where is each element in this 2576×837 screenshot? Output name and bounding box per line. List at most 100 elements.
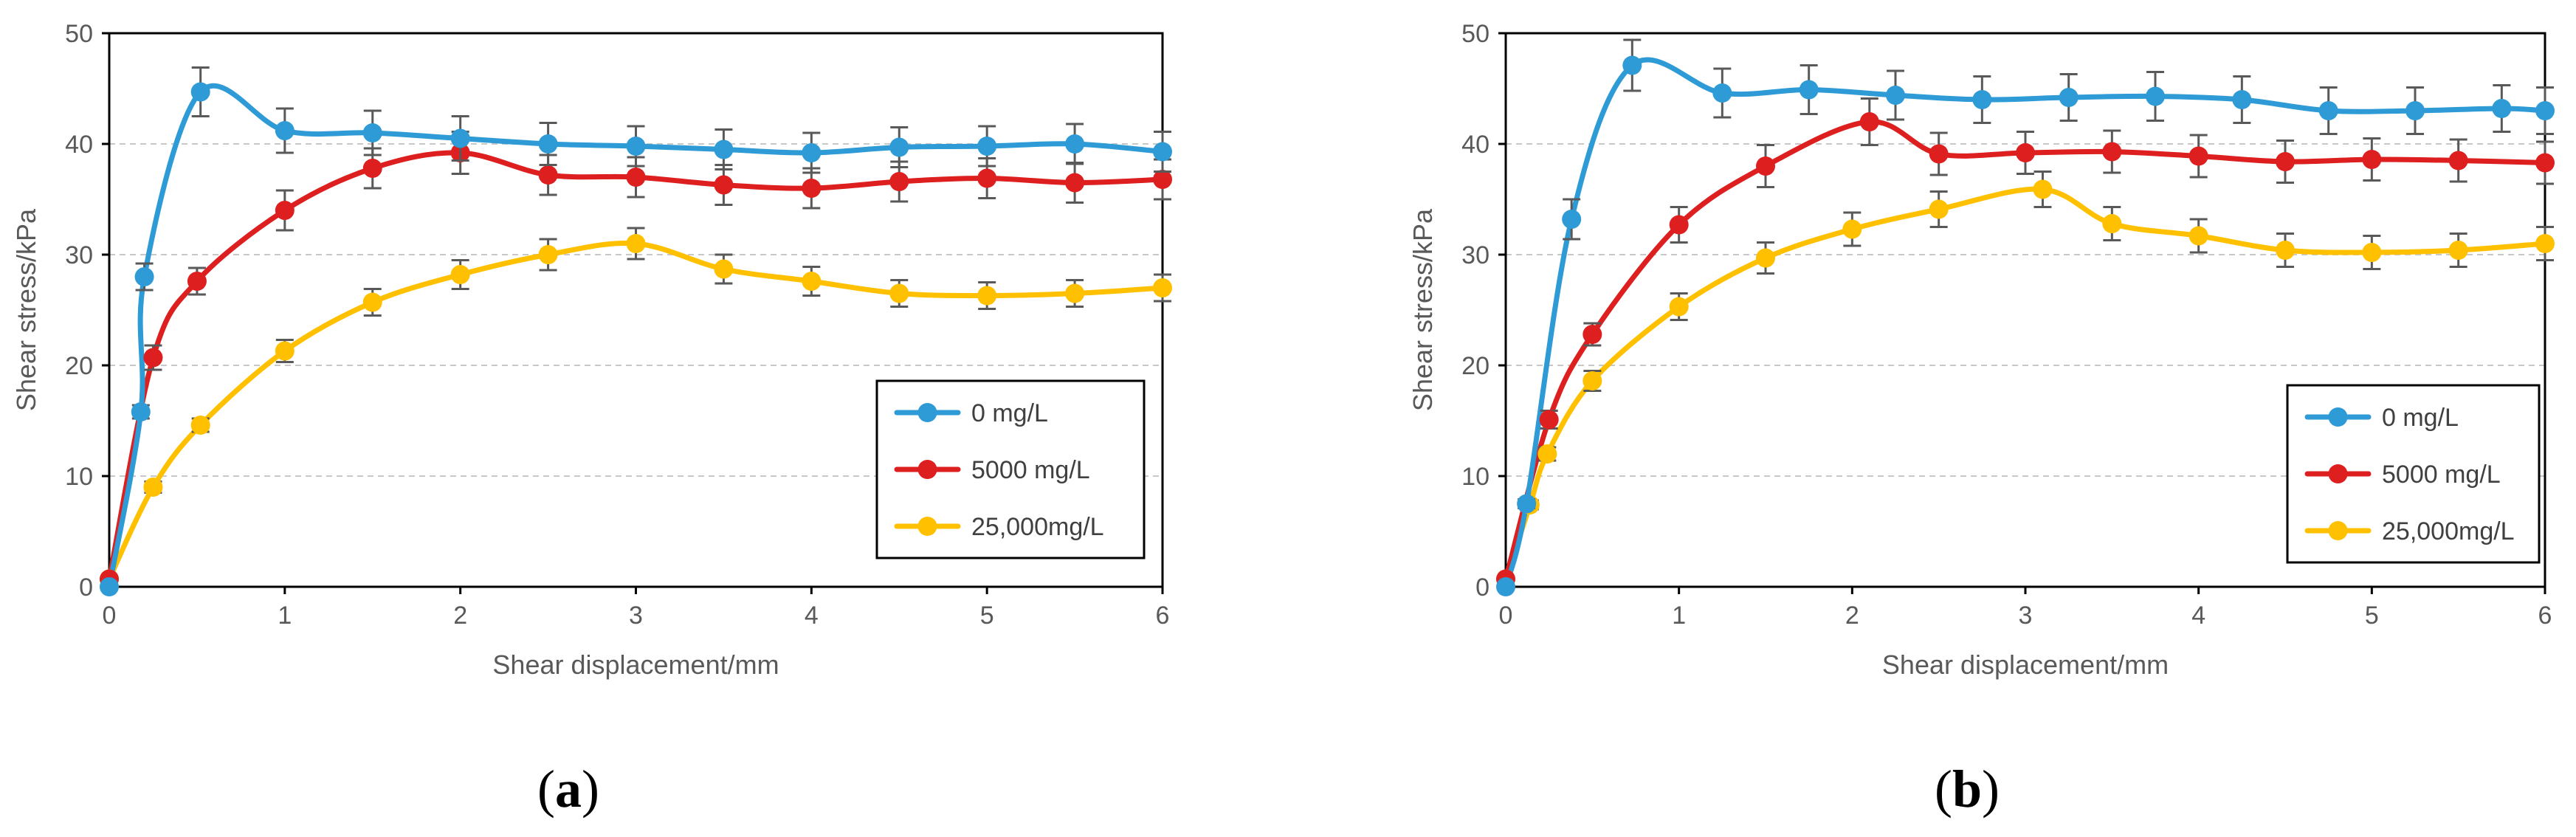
panel-label-paren: ) — [1982, 760, 2000, 819]
data-point — [1712, 83, 1732, 103]
data-point — [1669, 215, 1689, 235]
y-tick-label: 0 — [79, 574, 93, 602]
data-point — [1756, 248, 1775, 268]
data-point — [1065, 283, 1085, 303]
x-tick-label: 2 — [1845, 602, 1859, 630]
y-tick-label: 20 — [1461, 352, 1490, 380]
y-axis-title: Shear stress/kPa — [11, 208, 41, 411]
legend-label: 25,000mg/L — [2382, 517, 2515, 545]
data-point — [2535, 101, 2555, 120]
data-point — [802, 272, 822, 291]
panel-label-paren: ( — [537, 760, 555, 819]
y-tick-label: 10 — [1461, 463, 1490, 491]
legend-label: 25,000mg/L — [971, 513, 1104, 541]
data-point — [2188, 226, 2208, 246]
data-point — [2188, 146, 2208, 166]
legend-swatch-marker — [917, 403, 937, 422]
y-tick-label: 30 — [1461, 241, 1490, 269]
data-point — [1583, 371, 1602, 390]
data-point — [362, 292, 382, 312]
x-tick-label: 3 — [629, 602, 643, 630]
data-point — [2448, 151, 2468, 170]
data-point — [714, 259, 734, 279]
x-tick-label: 4 — [2191, 602, 2205, 630]
series-line-0 — [1503, 57, 2548, 590]
panel-label-letter: b — [1952, 760, 1982, 819]
data-point — [187, 272, 207, 291]
data-point — [1799, 80, 1819, 100]
y-tick-label: 50 — [65, 20, 93, 48]
data-point — [1842, 219, 1862, 239]
legend-swatch-marker — [2328, 464, 2348, 483]
data-point — [190, 416, 210, 435]
data-point — [362, 159, 382, 178]
legend: 0 mg/L 5000 mg/L 25,000mg/L — [2286, 384, 2541, 564]
x-tick-label: 0 — [1499, 602, 1513, 630]
legend-swatch-marker — [917, 517, 937, 536]
data-point — [1929, 144, 1949, 164]
panel-label-paren: ) — [582, 760, 599, 819]
data-point — [2362, 150, 2382, 169]
data-point — [538, 134, 558, 154]
data-point — [2362, 243, 2382, 262]
x-tick-label: 2 — [453, 602, 467, 630]
data-point — [1496, 577, 1515, 596]
data-point — [275, 201, 295, 220]
chart-panel-b: 0 1 2 3 4 5 6 0 10 20 30 40 50 Shear displacement/mm S… — [1408, 20, 2555, 819]
data-point — [1583, 325, 1602, 344]
x-axis-title: Shear displacement/mm — [1882, 650, 2169, 680]
data-point — [2232, 90, 2252, 109]
data-point — [131, 402, 151, 421]
data-point — [2535, 153, 2555, 173]
data-point — [1537, 444, 1557, 464]
series-line-2 — [106, 240, 1165, 582]
data-point — [802, 179, 822, 198]
data-point — [1859, 112, 1879, 131]
data-point — [714, 140, 734, 159]
data-point — [1517, 494, 1537, 514]
data-point — [1562, 210, 1582, 229]
data-point — [2102, 142, 2122, 162]
x-tick-label: 6 — [2538, 602, 2552, 630]
data-point — [2016, 143, 2035, 162]
y-tick-label: 50 — [1461, 20, 1490, 48]
legend-label: 0 mg/L — [971, 399, 1048, 427]
x-tick-label: 0 — [103, 602, 117, 630]
legend-label: 0 mg/L — [2382, 404, 2459, 432]
legend-swatch-marker — [2328, 521, 2348, 540]
x-tick-label: 1 — [1672, 602, 1686, 630]
data-point — [802, 143, 822, 162]
data-point — [275, 341, 295, 361]
data-point — [1153, 142, 1172, 162]
data-point — [450, 265, 470, 284]
x-tick-label: 1 — [278, 602, 292, 630]
data-point — [626, 168, 646, 187]
data-point — [1622, 55, 1642, 75]
legend-swatch-marker — [2328, 407, 2348, 427]
y-tick-label: 40 — [65, 131, 93, 159]
data-point — [538, 165, 558, 185]
data-point — [2448, 241, 2468, 260]
data-point — [2318, 101, 2338, 120]
data-point — [538, 245, 558, 264]
x-tick-label: 5 — [980, 602, 994, 630]
data-point — [143, 478, 163, 497]
data-point — [889, 137, 909, 157]
data-point — [889, 172, 909, 191]
x-tick-label: 4 — [805, 602, 819, 630]
data-point — [2405, 101, 2425, 120]
y-tick-label: 0 — [1475, 574, 1490, 602]
data-point — [1972, 90, 1992, 109]
chart-panel-a: 0 1 2 3 4 5 6 0 10 20 30 40 50 Shear displacement/mm S… — [11, 20, 1172, 819]
data-point — [626, 234, 646, 253]
panel-label: (b) — [1935, 760, 2000, 819]
x-axis-title: Shear displacement/mm — [492, 650, 779, 680]
data-point — [450, 128, 470, 148]
data-point — [2535, 234, 2555, 253]
data-point — [714, 175, 734, 195]
data-point — [1886, 86, 1905, 105]
data-point — [100, 577, 119, 596]
data-point — [134, 267, 154, 286]
legend-swatch-marker — [917, 460, 937, 479]
